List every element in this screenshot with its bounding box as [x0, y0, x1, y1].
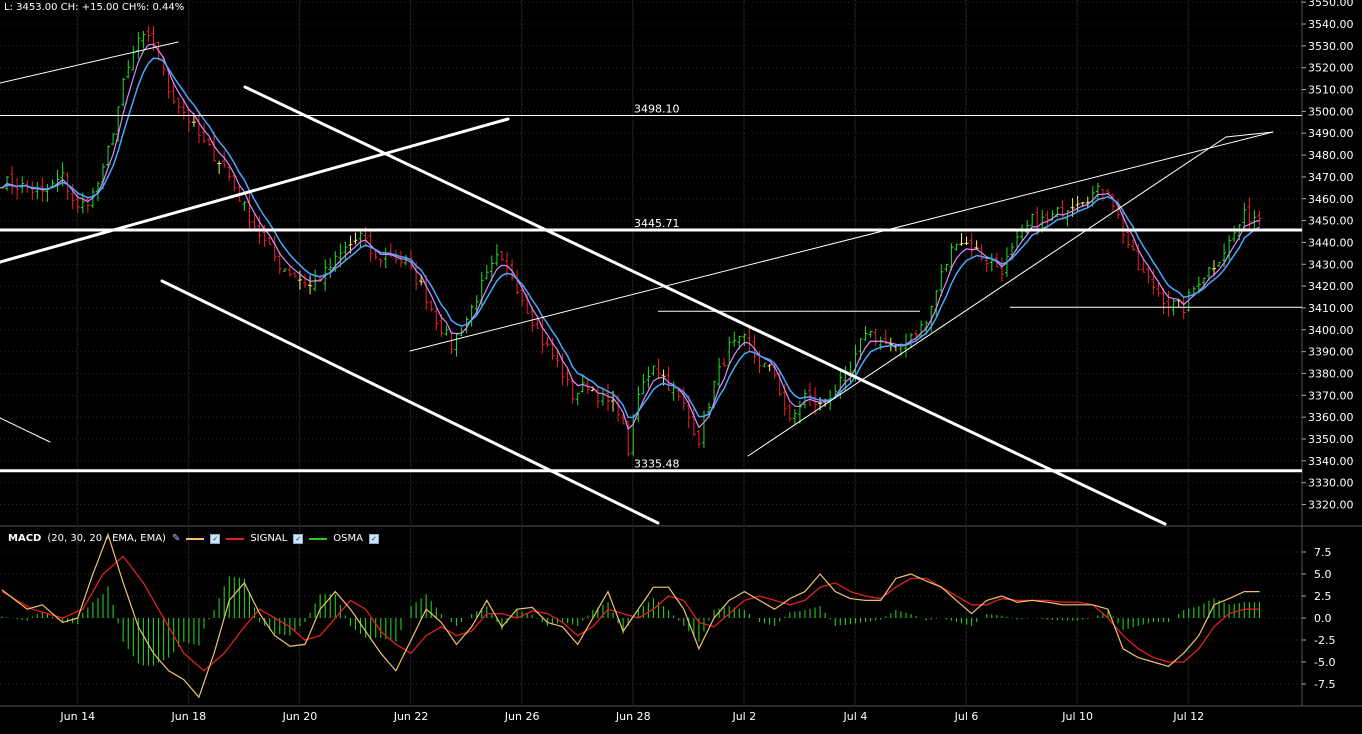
macd-tick-label: 7.5	[1314, 546, 1332, 559]
macd-legend-params: (20, 30, 20 - EMA, EMA)	[47, 533, 166, 544]
ma-slow-line	[1, 57, 1260, 419]
price-tick-label: 3320.00	[1308, 499, 1354, 512]
macd-tick-label: 2.5	[1314, 590, 1332, 603]
date-label: Jun 22	[393, 710, 429, 723]
date-label: Jul 4	[843, 710, 868, 723]
price-tick-label: 3410.00	[1308, 302, 1354, 315]
channel-lower-thick	[160, 279, 660, 525]
macd-legend-osma: OSMA	[333, 533, 363, 544]
settings-icon[interactable]: ✎	[171, 533, 181, 544]
date-label: Jun 20	[282, 710, 318, 723]
price-tick-label: 3500.00	[1308, 105, 1354, 118]
date-label: Jul 2	[731, 710, 756, 723]
price-tick-label: 3430.00	[1308, 258, 1354, 271]
trendline-wedge-lower	[747, 136, 1227, 457]
price-tick-label: 3340.00	[1308, 455, 1354, 468]
trendline-falling-thick	[243, 85, 1167, 526]
price-tick-label: 3360.00	[1308, 411, 1354, 424]
price-tick-label: 3550.00	[1308, 0, 1354, 9]
osma-swatch	[309, 537, 328, 540]
price-tick-label: 3490.00	[1308, 127, 1354, 140]
signal-line-swatch	[226, 537, 245, 540]
osma-visible-checkbox[interactable]: ✓	[368, 533, 379, 544]
trendline-wedge-upper	[409, 131, 1274, 352]
date-label: Jun 28	[615, 710, 651, 723]
macd-tick-label: -5.0	[1314, 656, 1335, 669]
price-tick-label: 3460.00	[1308, 193, 1354, 206]
price-tick-label: 3420.00	[1308, 280, 1354, 293]
macd-legend-signal: SIGNAL	[250, 533, 288, 544]
quote-readout: L: 3453.00 CH: +15.00 CH%: 0.44%	[4, 2, 185, 13]
macd-tick-label: 0.0	[1314, 612, 1332, 625]
trendline-rising-thick	[0, 117, 510, 264]
date-label: Jul 10	[1061, 710, 1093, 723]
level-label: 3498.10	[634, 103, 680, 116]
price-tick-label: 3350.00	[1308, 433, 1354, 446]
trendline-short	[0, 417, 51, 443]
price-tick-label: 3390.00	[1308, 346, 1354, 359]
price-tick-label: 3540.00	[1308, 18, 1354, 31]
trendline-upper-left	[0, 41, 179, 84]
macd-visible-checkbox[interactable]: ✓	[210, 533, 221, 544]
price-tick-label: 3510.00	[1308, 84, 1354, 97]
macd-tick-label: -2.5	[1314, 634, 1335, 647]
date-label: Jul 12	[1172, 710, 1204, 723]
signal-visible-checkbox[interactable]: ✓	[293, 533, 304, 544]
ma-fast-line	[1, 43, 1260, 431]
date-label: Jun 18	[171, 710, 207, 723]
price-tick-label: 3400.00	[1308, 324, 1354, 337]
price-tick-label: 3530.00	[1308, 40, 1354, 53]
macd-legend-name: MACD	[8, 533, 42, 544]
date-label: Jun 14	[59, 710, 95, 723]
price-tick-label: 3370.00	[1308, 389, 1354, 402]
level-label: 3445.71	[634, 217, 680, 230]
date-label: Jul 6	[954, 710, 979, 723]
price-tick-label: 3380.00	[1308, 367, 1354, 380]
price-tick-label: 3450.00	[1308, 215, 1354, 228]
price-tick-label: 3440.00	[1308, 236, 1354, 249]
date-label: Jun 26	[504, 710, 540, 723]
macd-line	[1, 532, 1260, 699]
macd-tick-label: -7.5	[1314, 678, 1335, 691]
macd-legend: MACD (20, 30, 20 - EMA, EMA) ✎ ✓ SIGNAL …	[8, 532, 379, 545]
level-label: 3335.48	[634, 458, 680, 471]
macd-tick-label: 5.0	[1314, 568, 1332, 581]
price-tick-label: 3470.00	[1308, 171, 1354, 184]
price-tick-label: 3480.00	[1308, 149, 1354, 162]
price-tick-label: 3520.00	[1308, 62, 1354, 75]
price-tick-label: 3330.00	[1308, 477, 1354, 490]
macd-line-swatch	[186, 537, 205, 540]
signal-line	[1, 555, 1260, 672]
trendline-wedge-apex	[1225, 131, 1274, 138]
